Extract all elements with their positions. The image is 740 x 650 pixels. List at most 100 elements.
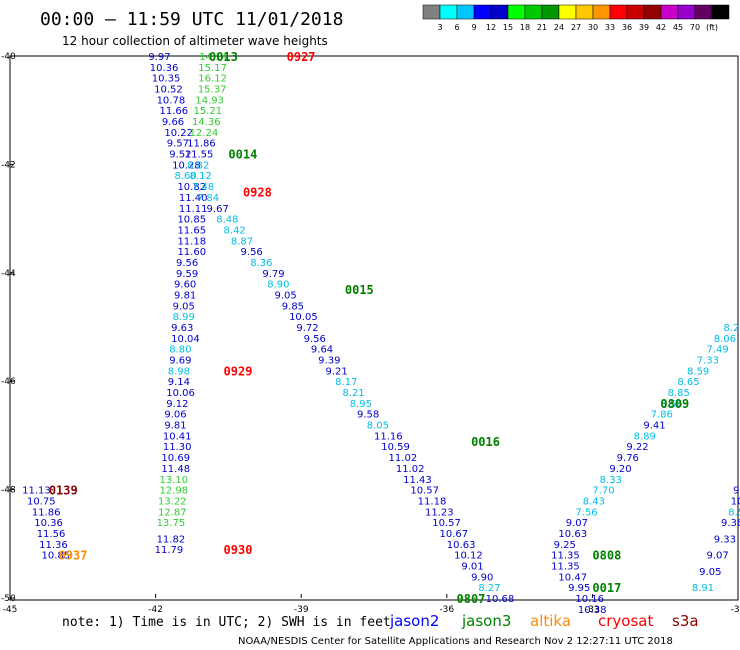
color-scale-label: 30 <box>588 23 598 32</box>
swh-value: 9.36 <box>721 518 740 529</box>
swh-value: 9.05 <box>173 301 195 312</box>
color-swatch <box>473 4 492 20</box>
swh-value: 10.47 <box>558 572 587 583</box>
swh-value: 15.17 <box>198 63 227 74</box>
swh-value: 10.33 <box>731 496 740 507</box>
swh-value: 9.14 <box>168 377 190 388</box>
swh-value: 9.85 <box>282 301 304 312</box>
color-scale-label: 70 <box>690 23 700 32</box>
swh-value: 10.67 <box>440 529 469 540</box>
color-swatch <box>439 4 458 20</box>
swh-value: 10.85 <box>42 551 71 562</box>
x-tick-label: -42 <box>148 605 163 615</box>
color-swatch <box>626 4 645 20</box>
swh-value: 8.27 <box>478 583 500 594</box>
swh-value: 11.65 <box>177 225 206 236</box>
color-scale-label: 3 <box>437 23 442 32</box>
y-tick-label: -44 <box>1 269 16 279</box>
swh-value: 10.05 <box>289 312 318 323</box>
swh-value: 11.18 <box>418 496 447 507</box>
swh-value: 11.48 <box>161 464 190 475</box>
swh-value: 10.57 <box>410 486 439 497</box>
color-swatch <box>507 4 526 20</box>
swh-value: 10.85 <box>177 215 206 226</box>
swh-value: 12.24 <box>190 128 219 139</box>
swh-value: 9.97 <box>148 52 170 63</box>
swh-value: 11.66 <box>159 106 188 117</box>
pass-label: 0929 <box>224 364 253 378</box>
swh-value: 8.48 <box>216 215 238 226</box>
color-swatch <box>694 4 713 20</box>
swh-value: 9.56 <box>176 258 198 269</box>
swh-value: 11.11 <box>179 204 208 215</box>
swh-value: 8.80 <box>169 345 191 356</box>
swh-value: 10.36 <box>34 518 63 529</box>
swh-value: 13.22 <box>158 496 187 507</box>
swh-value: 9.07 <box>706 551 728 562</box>
swh-value: 9.69 <box>169 356 191 367</box>
swh-value: 8.91 <box>692 583 714 594</box>
swh-value: 10.82 <box>177 182 206 193</box>
swh-value: 8.85 <box>668 388 690 399</box>
footer-credit: NOAA/NESDIS Center for Satellite Applica… <box>238 636 673 647</box>
swh-value: 8.95 <box>350 399 372 410</box>
pass-label: 0017 <box>592 581 621 595</box>
swh-value: 11.43 <box>403 475 432 486</box>
color-swatch <box>711 4 730 20</box>
swh-value: 7.33 <box>697 356 719 367</box>
swh-value: 7.49 <box>706 345 728 356</box>
swh-value: 8.43 <box>583 496 605 507</box>
swh-value: 10.35 <box>152 74 181 85</box>
color-swatch <box>575 4 594 20</box>
swh-value: 8.89 <box>634 431 656 442</box>
swh-value: 7.86 <box>651 410 673 421</box>
swh-value: 11.23 <box>425 507 454 518</box>
swh-value: 9.41 <box>643 421 665 432</box>
swh-value: 9.06 <box>164 410 186 421</box>
swh-value: 10.68 <box>486 594 515 605</box>
swh-value: 13.75 <box>157 518 186 529</box>
swh-value: 8.05 <box>367 421 389 432</box>
satellite-cryosat: cryosat <box>598 612 653 630</box>
swh-value: 8.90 <box>267 280 289 291</box>
color-swatch <box>541 4 560 20</box>
swh-value: 8.06 <box>714 334 736 345</box>
color-swatch <box>677 4 696 20</box>
swh-value: 9.33 <box>714 534 736 545</box>
swh-value: 9.52 <box>169 150 191 161</box>
swh-value: 8.17 <box>335 377 357 388</box>
swh-value: 9.21 <box>325 366 347 377</box>
x-tick-label: -33 <box>585 605 600 615</box>
swh-value: 9.64 <box>311 345 333 356</box>
pass-label: 0928 <box>243 186 272 200</box>
swh-value: 10.69 <box>161 453 190 464</box>
pass-label: 0808 <box>592 549 621 563</box>
swh-value: 11.35 <box>551 561 580 572</box>
swh-value: 16.12 <box>198 74 227 85</box>
swh-value: 9.58 <box>357 410 379 421</box>
swh-value: 9.72 <box>296 323 318 334</box>
swh-value: 9.66 <box>162 117 184 128</box>
satellite-jason2: jason2 <box>389 612 439 630</box>
swh-value: 11.02 <box>389 453 418 464</box>
swh-value: 9.56 <box>304 334 326 345</box>
swh-value: 7.70 <box>592 486 614 497</box>
swh-value: 11.60 <box>177 247 206 258</box>
pass-label: 0016 <box>471 435 500 449</box>
swh-value: 11.02 <box>396 464 425 475</box>
swh-values: 9.9710.3610.3510.5210.7811.669.6610.229.… <box>22 52 740 616</box>
swh-value: 11.86 <box>32 507 61 518</box>
swh-value: 7.56 <box>575 507 597 518</box>
swh-value: 8.56 <box>660 399 682 410</box>
swh-value: 10.28 <box>172 160 201 171</box>
swh-value: 10.57 <box>432 518 461 529</box>
swh-value: 8.42 <box>224 225 246 236</box>
swh-value: 8.99 <box>173 312 195 323</box>
color-swatch <box>558 4 577 20</box>
swh-value: 9.57 <box>167 139 189 150</box>
x-tick-label: -30 <box>731 605 740 615</box>
y-tick-label: -42 <box>1 160 16 170</box>
swh-value: 8.54 <box>728 507 740 518</box>
swh-value: 10.16 <box>575 594 604 605</box>
footer-note: note: 1) Time is in UTC; 2) SWH is in fe… <box>62 615 391 630</box>
